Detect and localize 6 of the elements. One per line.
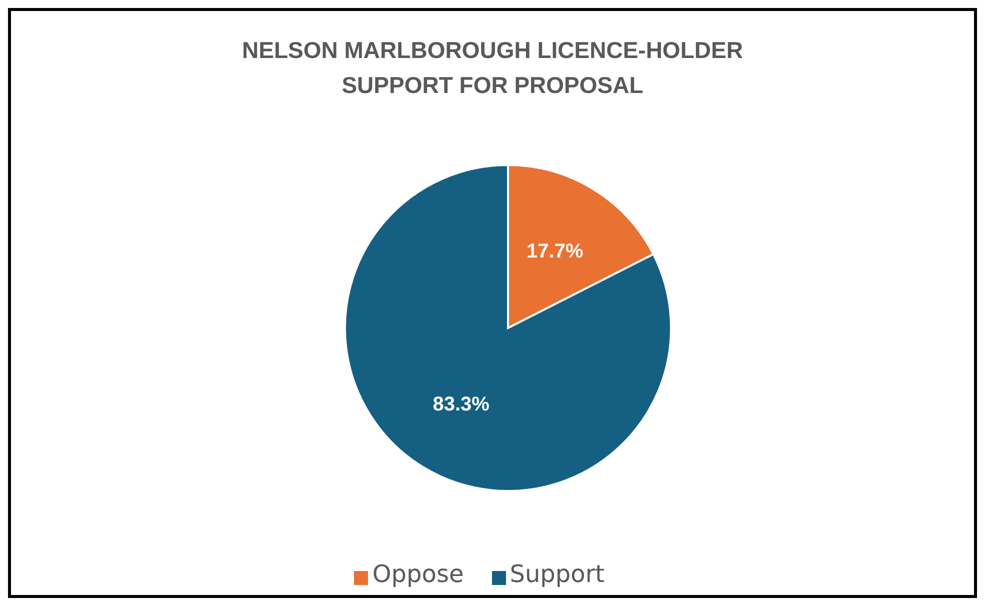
- legend-label: Oppose: [372, 560, 464, 588]
- pie-slice: [344, 164, 672, 492]
- legend-label: Support: [510, 560, 605, 588]
- data-label: 17.7%: [526, 240, 584, 263]
- data-label: 83.3%: [432, 393, 490, 416]
- chart-title: NELSON MARLBOROUGH LICENCE-HOLDER SUPPORT FOR PROPOSAL: [241, 36, 744, 100]
